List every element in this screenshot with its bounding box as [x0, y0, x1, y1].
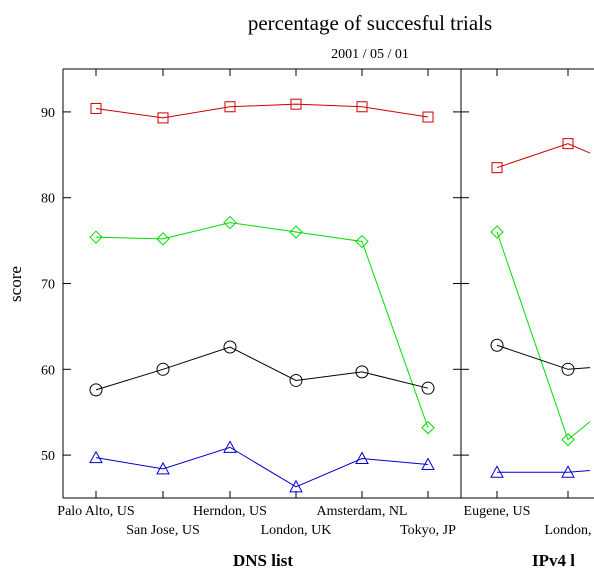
x-tick-label: Herndon, US [193, 504, 267, 519]
data-point-circle [561, 362, 575, 376]
data-point-triangle [355, 451, 369, 465]
series-line-0-2 [95, 346, 429, 391]
data-point-diamond [289, 225, 303, 239]
data-point-circle [89, 383, 103, 397]
series-line-1-3 [497, 470, 591, 473]
series-line-1-1 [496, 231, 591, 441]
data-point-diamond [223, 215, 237, 230]
data-point-triangle [289, 479, 303, 493]
data-point-square [491, 162, 503, 174]
y-axis-label: score [6, 266, 25, 302]
data-point-square [290, 98, 302, 110]
y-tick-label: 70 [41, 278, 55, 293]
chart-subtitle: 2001 / 05 / 01 [331, 47, 409, 62]
x-tick-label: Amsterdam, NL [317, 504, 408, 519]
x-tick-label: London, [544, 523, 591, 538]
y-tick-label: 80 [41, 192, 55, 207]
data-point-circle [355, 365, 369, 379]
data-point-square [224, 101, 236, 113]
x-axis-label: DNS list [233, 551, 293, 570]
data-point-square [90, 102, 102, 114]
data-point-square [157, 112, 169, 124]
data-point-triangle [223, 440, 237, 453]
chart-title: percentage of succesful trials [248, 11, 492, 35]
series-line-0-3 [95, 446, 429, 488]
x-axis-label-right: IPv4 l [532, 551, 575, 570]
data-point-diamond [421, 420, 435, 435]
data-point-triangle [89, 450, 103, 464]
data-point-triangle [561, 465, 575, 478]
data-point-triangle [490, 465, 504, 478]
x-tick-label: Tokyo, JP [400, 523, 456, 538]
data-point-diamond [89, 230, 103, 244]
series-line-1-2 [496, 344, 591, 370]
data-point-triangle [156, 461, 170, 475]
data-point-circle [289, 373, 303, 387]
data-point-square [422, 111, 434, 123]
data-point-diamond [561, 432, 575, 447]
series-line-0-0 [95, 103, 429, 119]
data-point-triangle [421, 457, 435, 471]
y-tick-label: 90 [41, 106, 55, 121]
series-line-1-0 [496, 143, 591, 169]
x-tick-label: Palo Alto, US [57, 504, 134, 519]
x-tick-label: Eugene, US [464, 504, 531, 519]
data-point-circle [156, 362, 170, 376]
data-point-diamond [490, 225, 504, 239]
data-point-circle [421, 381, 435, 395]
series-line-0-1 [95, 222, 429, 428]
data-point-square [356, 101, 368, 113]
data-point-square [562, 138, 574, 150]
y-tick-label: 50 [41, 449, 55, 464]
x-tick-label: London, UK [261, 523, 332, 538]
data-point-diamond [156, 232, 170, 246]
data-point-diamond [355, 234, 369, 249]
x-tick-label: San Jose, US [126, 523, 200, 538]
data-point-circle [223, 340, 237, 354]
y-tick-label: 60 [41, 363, 55, 378]
data-point-circle [490, 338, 504, 352]
